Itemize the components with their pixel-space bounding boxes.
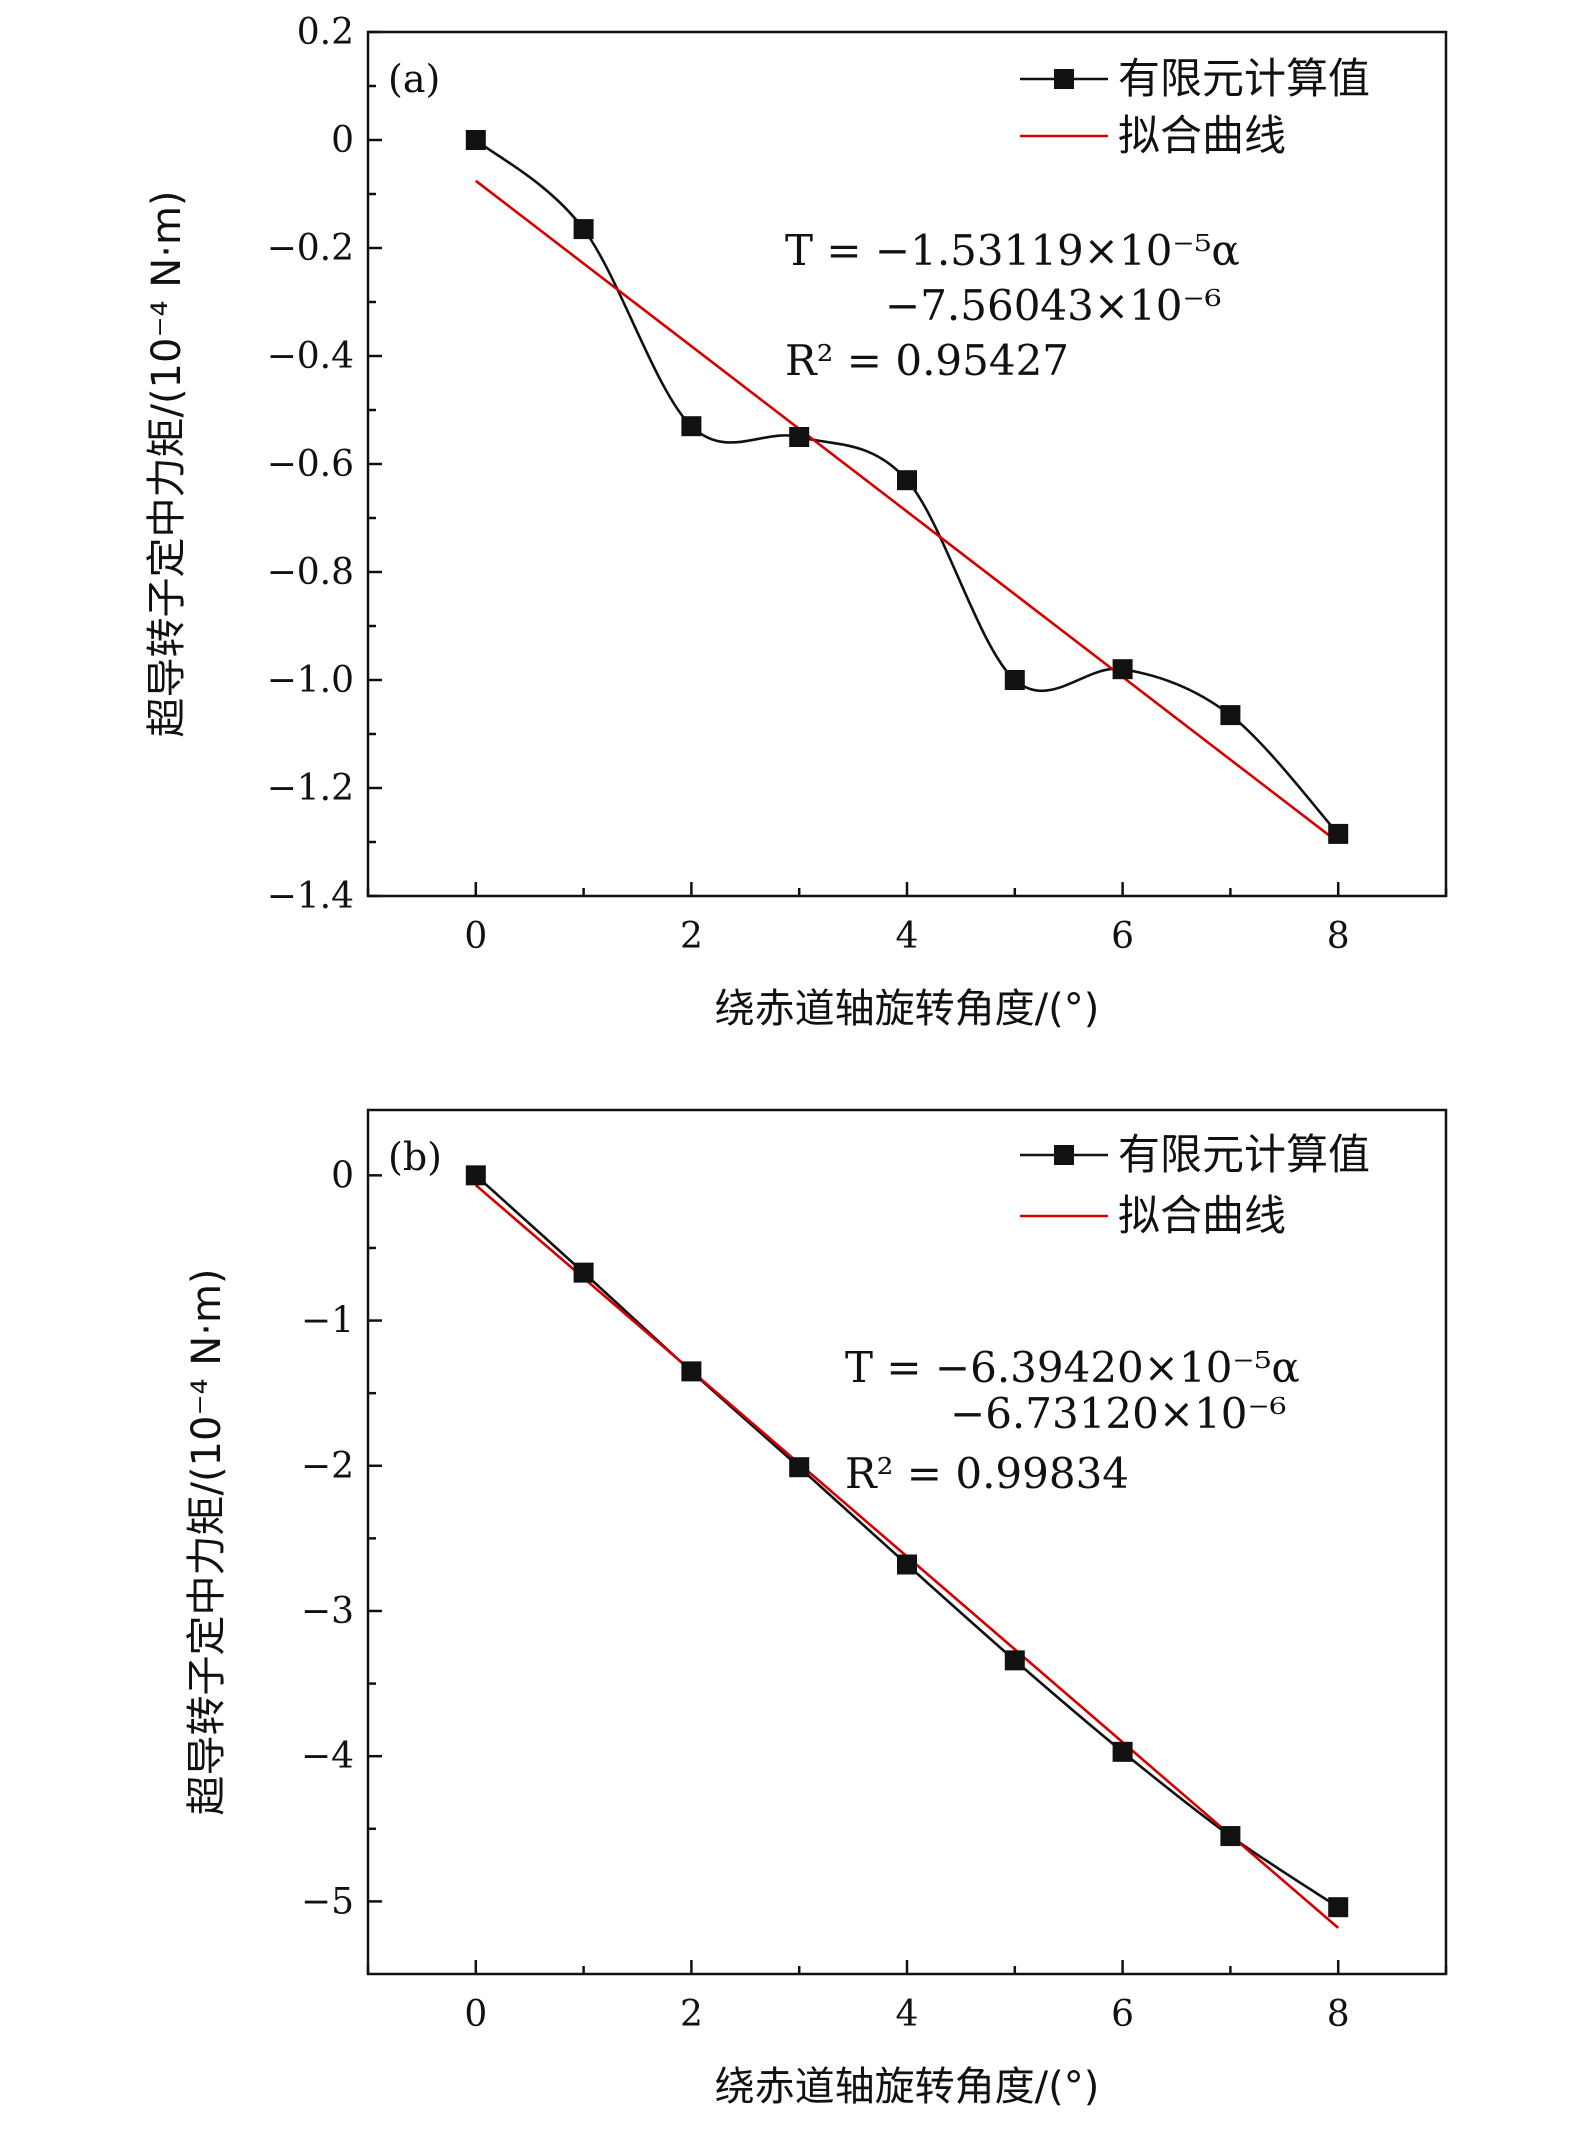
data-point-marker <box>573 219 594 240</box>
y-axis: 0 −1 −2 −3 −4 −5 <box>301 1155 382 1922</box>
x-tick-label: 2 <box>680 1994 703 2035</box>
y-tick-label: −4 <box>301 1736 354 1777</box>
y-tick-label: 0 <box>331 120 354 161</box>
data-point-marker <box>465 130 486 150</box>
legend-finite-element-label: 有限元计算值 <box>1118 54 1370 103</box>
y-tick-label: 0 <box>331 1155 354 1196</box>
y-tick-label: −1.0 <box>267 660 354 701</box>
equation-line-3: R² = 0.95427 <box>785 336 1069 385</box>
data-point-marker <box>1112 1741 1133 1762</box>
equation-line-3: R² = 0.99834 <box>845 1449 1129 1498</box>
x-axis: 0 2 4 6 8 <box>366 1960 1448 2035</box>
data-point-marker <box>681 1361 702 1382</box>
data-point-marker <box>897 470 917 491</box>
y-tick-label: −0.6 <box>267 444 354 485</box>
x-axis: 0 2 4 6 8 <box>366 882 1448 957</box>
x-axis-title: 绕赤道轴旋转角度/(°) <box>715 2064 1100 2110</box>
panel-b: 0 −1 −2 −3 −4 −5 0 2 4 6 8 (b) 有限元计算值 拟合曲线 T = −6… <box>184 1108 1448 2110</box>
x-tick-label: 6 <box>1111 916 1134 957</box>
fit-equation: T = −1.53119×10⁻⁵α −7.56043×10⁻⁶ R² = 0.… <box>785 226 1240 385</box>
x-tick-label: 0 <box>464 1994 487 2035</box>
data-point-marker <box>1220 1826 1241 1847</box>
x-tick-label: 6 <box>1111 1994 1134 2035</box>
data-point-marker <box>1220 705 1241 726</box>
y-tick-label: −0.2 <box>267 228 354 269</box>
x-tick-label: 8 <box>1327 1994 1350 2035</box>
equation-line-2: −6.73120×10⁻⁶ <box>950 1389 1287 1438</box>
y-tick-label: −1 <box>301 1301 354 1342</box>
y-axis-title: 超导转子定中力矩/(10⁻⁴ N·m) <box>144 190 190 737</box>
equation-line-2: −7.56043×10⁻⁶ <box>885 281 1222 330</box>
panel-label: (b) <box>388 1135 442 1179</box>
y-tick-label: −2 <box>301 1446 354 1487</box>
legend-finite-element-label: 有限元计算值 <box>1118 1130 1370 1179</box>
plot-area <box>465 130 1349 844</box>
data-point-marker <box>1004 670 1025 690</box>
plot-area <box>465 1165 1349 1929</box>
data-point-marker <box>897 1554 917 1575</box>
legend-fit-label: 拟合曲线 <box>1118 1191 1286 1240</box>
x-tick-label: 0 <box>464 916 487 957</box>
plot-frame <box>366 30 1448 898</box>
data-point-marker <box>573 1262 594 1283</box>
data-point-marker <box>465 1165 486 1186</box>
data-point-marker <box>1328 823 1349 844</box>
legend-finite-element-marker <box>1054 69 1074 89</box>
fit-equation: T = −6.39420×10⁻⁵α −6.73120×10⁻⁶ R² = 0.… <box>845 1343 1300 1498</box>
panel-a: 0.2 0 −0.2 −0.4 −0.6 −0.8 −1.0 −1.2 −1.4 0 2 4 6 8 (… <box>144 12 1448 1032</box>
legend: 有限元计算值 拟合曲线 <box>1020 54 1370 160</box>
y-tick-label: −1.4 <box>267 876 354 917</box>
equation-line-1: T = −6.39420×10⁻⁵α <box>845 1343 1300 1392</box>
y-tick-label: −0.4 <box>267 336 354 377</box>
data-point-marker <box>1328 1897 1349 1918</box>
fit-line <box>475 179 1339 844</box>
data-point-marker <box>789 1457 810 1478</box>
y-tick-label: −5 <box>301 1881 354 1922</box>
finite-element-curve <box>474 1174 1339 1909</box>
y-axis: 0.2 0 −0.2 −0.4 −0.6 −0.8 −1.0 −1.2 −1.4 <box>267 12 382 917</box>
y-tick-label: −3 <box>301 1591 354 1632</box>
x-tick-label: 2 <box>680 916 703 957</box>
y-tick-label: −0.8 <box>267 552 354 593</box>
x-tick-label: 4 <box>896 916 919 957</box>
y-tick-label: −1.2 <box>267 768 354 809</box>
x-tick-label: 4 <box>896 1994 919 2035</box>
y-tick-label: 0.2 <box>297 12 354 53</box>
data-point-marker <box>1004 1650 1025 1671</box>
legend-fit-label: 拟合曲线 <box>1118 111 1286 160</box>
data-point-marker <box>681 416 702 437</box>
x-tick-label: 8 <box>1327 916 1350 957</box>
y-axis-title: 超导转子定中力矩/(10⁻⁴ N·m) <box>184 1268 230 1815</box>
legend: 有限元计算值 拟合曲线 <box>1020 1130 1370 1240</box>
panel-label: (a) <box>388 57 440 101</box>
data-point-marker <box>1112 659 1133 680</box>
legend-finite-element-marker <box>1054 1145 1074 1165</box>
equation-line-1: T = −1.53119×10⁻⁵α <box>785 226 1240 275</box>
x-axis-title: 绕赤道轴旋转角度/(°) <box>715 986 1100 1032</box>
data-point-marker <box>789 427 810 447</box>
